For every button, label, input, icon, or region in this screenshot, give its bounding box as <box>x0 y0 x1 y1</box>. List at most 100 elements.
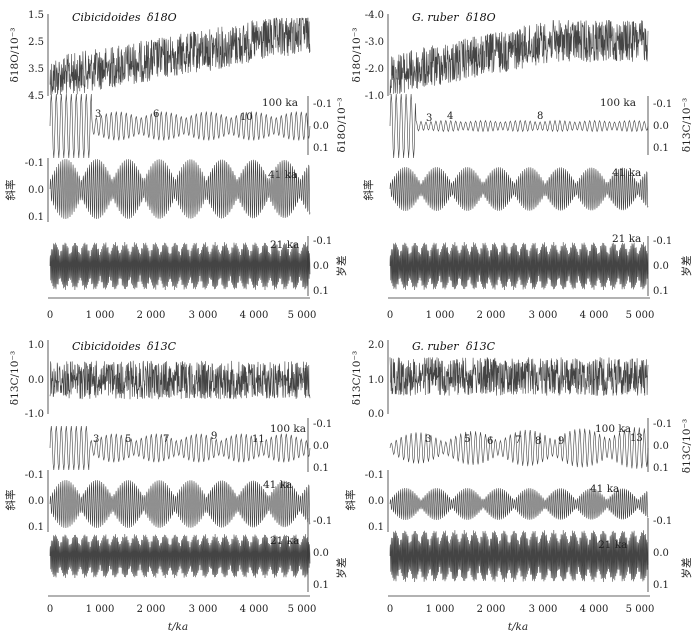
cycle-cib-c-11: 11 <box>252 434 265 445</box>
period-rub-o-21: 21 ka <box>612 233 641 245</box>
rtick-rub-o-100-3: 0.1 <box>653 143 669 154</box>
xtick-bl-3: 3 000 <box>189 604 218 615</box>
rtick-cib-o-100-2: 0.0 <box>313 121 329 132</box>
series-rub-o-41ka <box>389 167 649 212</box>
tick-rub-o-2: -3.0 <box>365 37 384 48</box>
xtick-bl-2: 2 000 <box>137 604 166 615</box>
cycle-rub-c-8: 8 <box>535 436 541 447</box>
ylabel-rub-c-41: 斜率 <box>344 490 357 511</box>
rtick-cib-o-21-2: 0.0 <box>313 261 329 272</box>
rtick-cib-o-100-1: -0.1 <box>313 99 332 110</box>
series-cib-o-21ka <box>49 241 311 291</box>
xtick-br-5: 5 000 <box>626 604 655 615</box>
series-rub-o-21ka <box>389 241 649 291</box>
tick-rub-c-1: 2.0 <box>368 340 384 351</box>
period-rub-o-41: 41 ka <box>612 167 641 179</box>
ltick-rub-c-41-1: -0.1 <box>365 470 384 481</box>
cycle-cib-o-10: 10 <box>240 112 253 123</box>
tick-cib-c-1: 1.0 <box>28 340 44 351</box>
xlabel-bl: t/ka <box>168 621 188 633</box>
xtick-bl-5: 5 000 <box>288 604 317 615</box>
x-axis-top-right: 0 1 000 2 000 3 000 4 000 5 000 <box>387 297 655 321</box>
tick-rub-c-2: 1.0 <box>368 375 384 386</box>
period-cib-c-100: 100 ka <box>270 423 306 435</box>
cycle-rub-c-5: 5 <box>464 434 470 445</box>
xtick-bl-1: 1 000 <box>86 604 115 615</box>
xtick-tl-1: 1 000 <box>86 310 115 321</box>
ltick-cib-c-41-2: 0.0 <box>28 496 44 507</box>
title-cib-c-species: Cibicidoides <box>72 340 141 353</box>
xtick-br-3: 3 000 <box>529 604 558 615</box>
series-cib-o-41ka <box>49 159 311 220</box>
tick-cib-c-3: -1.0 <box>25 409 44 420</box>
xlabel-br: t/ka <box>508 621 528 633</box>
cycle-rub-o-4: 4 <box>447 111 453 122</box>
rtick-cib-o-21-3: 0.1 <box>313 286 329 297</box>
panel-cibicidoides-d18o: Cibicidoides δ18O δ18O/10⁻³ 1.5 2.5 3.5 … <box>4 10 348 297</box>
title-rub-o-species: G. ruber <box>412 11 459 24</box>
period-rub-o-100: 100 ka <box>600 97 636 109</box>
ylabel-rub-c: δ13C/10⁻³ <box>351 351 363 405</box>
xtick-tr-3: 3 000 <box>529 310 558 321</box>
ltick-cib-c-41-1: -0.1 <box>25 470 44 481</box>
series-rub-c-100ka <box>389 427 649 469</box>
x-axis-bottom-right: 0 1 000 2 000 3 000 4 000 5 000 t/ka <box>387 595 655 633</box>
xtick-tr-4: 4 000 <box>580 310 609 321</box>
xtick-br-2: 2 000 <box>477 604 506 615</box>
series-cib-c-41ka <box>49 480 311 529</box>
xtick-tr-0: 0 <box>387 310 393 321</box>
cycle-cib-c-5: 5 <box>125 434 131 445</box>
tick-rub-c-3: 0.0 <box>368 409 384 420</box>
period-cib-o-41: 41 ka <box>268 169 297 181</box>
period-cib-c-41: 41 ka <box>263 479 292 491</box>
period-rub-c-21: 21 ka <box>598 539 627 551</box>
cycle-rub-c-13: 13 <box>630 433 643 444</box>
rtick-rub-c-100-1: -0.1 <box>653 419 672 430</box>
series-rub-c-21ka <box>389 529 649 583</box>
title-rub-o-isotope: δ18O <box>466 11 496 24</box>
xtick-br-1: 1 000 <box>426 604 455 615</box>
cycle-cib-c-9: 9 <box>211 431 217 442</box>
xtick-tr-5: 5 000 <box>626 310 655 321</box>
panel-cibicidoides-d13c: Cibicidoides δ13C δ13C/10⁻³ 1.0 0.0 -1.0… <box>4 340 348 592</box>
ylabel-cib-o-41: 斜率 <box>4 180 17 201</box>
panel-ruber-d13c: G. ruber δ13C δ13C/10⁻³ 2.0 1.0 0.0 100 … <box>344 340 693 592</box>
ltick-cib-o-41-2: 0.0 <box>28 185 44 196</box>
xtick-br-0: 0 <box>387 604 393 615</box>
series-rub-c-record <box>389 357 649 396</box>
cycle-rub-c-3: 3 <box>425 434 431 445</box>
series-cib-o-record <box>49 17 311 96</box>
series-cib-c-record <box>49 360 311 400</box>
rtick-rub-c-21-3: 0.1 <box>653 580 669 591</box>
series-rub-o-record <box>389 19 649 96</box>
rtick-cib-c-100-2: 0.0 <box>313 441 329 452</box>
xtick-tl-3: 3 000 <box>189 310 218 321</box>
tick-rub-o-3: -2.0 <box>365 64 384 75</box>
tick-rub-o-1: -4.0 <box>365 10 384 21</box>
ylabel-rub-c-100: δ13C/10⁻³ <box>681 419 693 473</box>
tick-rub-o-4: -1.0 <box>365 91 384 102</box>
tick-cib-o-2: 2.5 <box>28 37 44 48</box>
title-cib-o-isotope: δ18O <box>147 11 177 24</box>
period-rub-c-100: 100 ka <box>595 423 631 435</box>
ltick-rub-c-41-3: 0.1 <box>368 522 384 533</box>
x-axis-top-left: 0 1 000 2 000 3 000 4 000 5 000 <box>47 297 316 321</box>
xtick-tr-1: 1 000 <box>426 310 455 321</box>
ylabel-rub-o-21: 岁差 <box>680 256 693 277</box>
period-rub-c-41: 41 ka <box>590 483 619 495</box>
period-cib-o-100: 100 ka <box>262 97 298 109</box>
period-cib-o-21: 21 ka <box>270 239 299 251</box>
xtick-tl-4: 4 000 <box>240 310 269 321</box>
cycle-rub-c-7: 7 <box>515 435 521 446</box>
ltick-rub-c-41-2: 0.0 <box>368 496 384 507</box>
title-cib-o-species: Cibicidoides <box>72 11 141 24</box>
rtick-rub-o-21-3: 0.1 <box>653 286 669 297</box>
rtick-rub-c-21-2: 0.0 <box>653 548 669 559</box>
rtick-rub-c-100-2: 0.0 <box>653 441 669 452</box>
xtick-tl-2: 2 000 <box>137 310 166 321</box>
ylabel-rub-o-41: 斜率 <box>362 180 375 201</box>
xtick-bl-4: 4 000 <box>240 604 269 615</box>
cycle-rub-c-9: 9 <box>558 436 564 447</box>
rtick-cib-c-21-2: 0.0 <box>313 548 329 559</box>
